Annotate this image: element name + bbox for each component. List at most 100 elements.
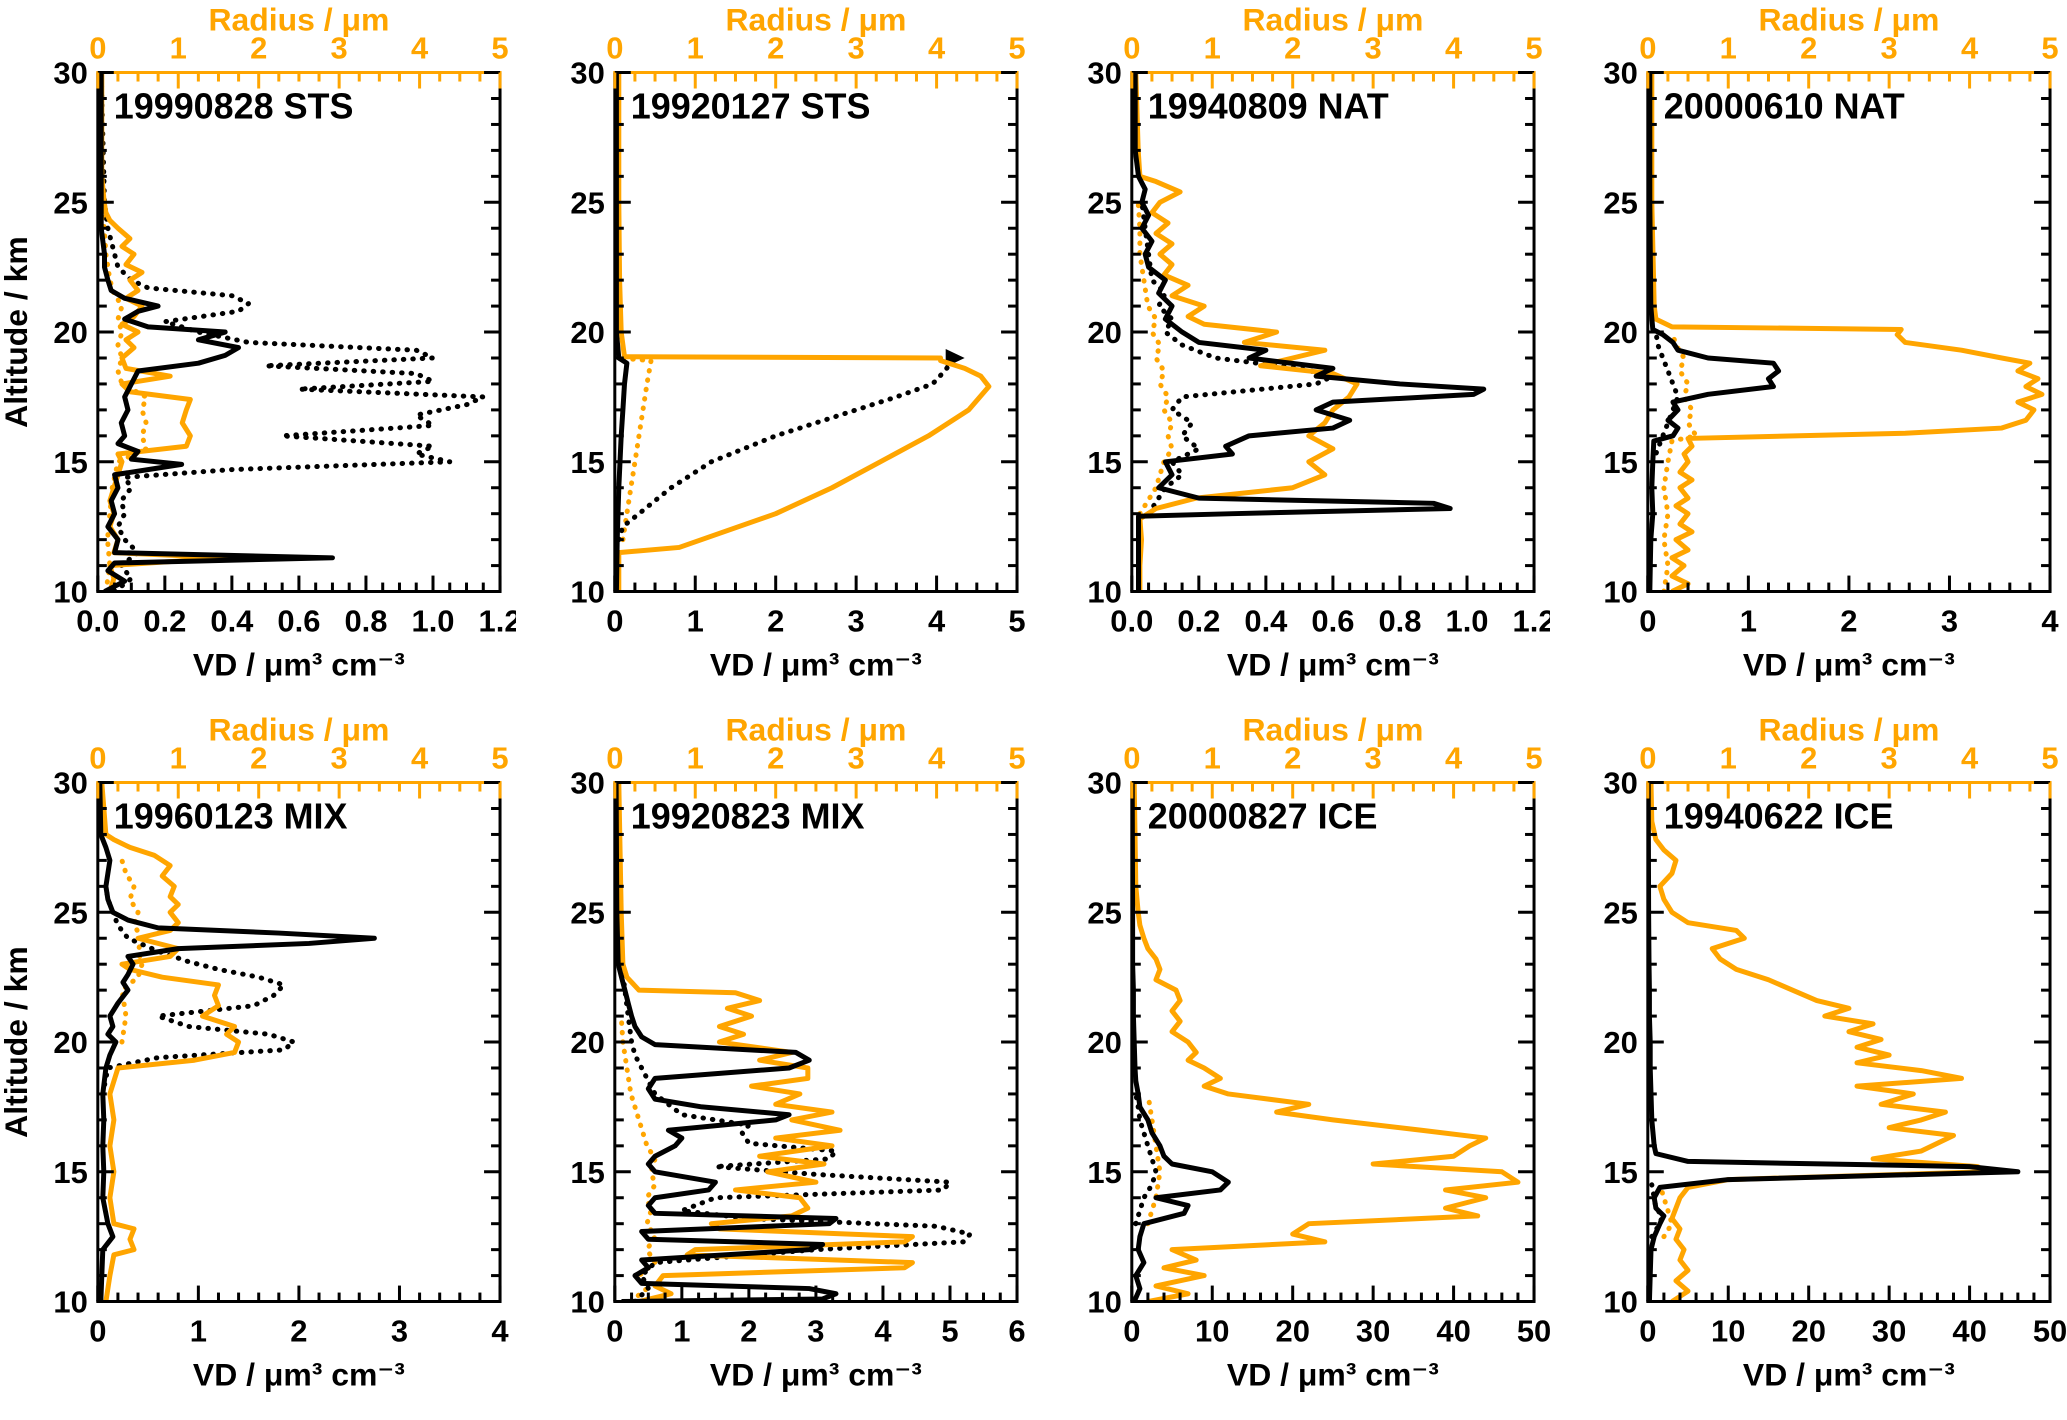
- vd-tick-label: 0.6: [277, 603, 320, 638]
- radius-axis-label: Radius / μm: [1242, 2, 1423, 38]
- vd-tick-label: 0.2: [1177, 603, 1220, 638]
- altitude-tick-label: 20: [570, 1025, 604, 1060]
- altitude-axis-label: Altitude / km: [0, 946, 34, 1138]
- vd-tick-label: 1: [190, 1313, 207, 1348]
- radius-tick-label: 2: [250, 31, 267, 66]
- panel-chart-2: 10 15 20 25 300 1 2 3 4 5 0.0 0.2 0.4 0.6 0.8 1.0 1.2 Rad…: [1087, 2, 1550, 683]
- radius-tick-label: 5: [2042, 741, 2059, 776]
- vd-tick-label: 3: [807, 1313, 824, 1348]
- vd-tick-label: 0.2: [143, 603, 186, 638]
- altitude-tick-label: 10: [53, 575, 87, 610]
- vd-axis-label: VD / μm³ cm⁻³: [1743, 1356, 1955, 1392]
- altitude-axis-label: Altitude / km: [0, 236, 34, 428]
- altitude-tick-label: 20: [53, 315, 87, 350]
- radius-tick-label: 2: [250, 741, 267, 776]
- altitude-tick-label: 30: [570, 766, 604, 801]
- altitude-tick-label: 25: [1087, 185, 1121, 220]
- altitude-tick-label: 30: [570, 56, 604, 91]
- radius-tick-label: 4: [1961, 741, 1979, 776]
- radius-tick-label: 4: [1444, 741, 1462, 776]
- altitude-tick-label: 25: [570, 185, 604, 220]
- panel-3: 10 15 20 25 30 0 1 2 3 4 5 0 1 2 3 4 Radius / μm VD / μm³…: [1550, 0, 2066, 710]
- vd-dotted-line: [1138, 199, 1335, 517]
- panel-title: 19920823 MIX: [631, 795, 865, 836]
- vd-tick-label: 50: [1516, 1313, 1549, 1348]
- vd-tick-label: 5: [941, 1313, 958, 1348]
- altitude-tick-label: 30: [1604, 56, 1638, 91]
- altitude-tick-label: 10: [570, 1285, 604, 1320]
- panel-5: 10 15 20 25 30 0 1 2 3 4 5 0 1 2 3 4 5 6 Radius / μm VD / μ…: [517, 710, 1033, 1420]
- altitude-tick-label: 30: [1604, 766, 1638, 801]
- radius-tick-label: 0: [606, 31, 623, 66]
- vd-tick-label: 30: [1355, 1313, 1389, 1348]
- radius-tick-label: 1: [1720, 31, 1737, 66]
- radius-tick-label: 1: [1720, 741, 1737, 776]
- panel-6: 10 15 20 25 30 0 1 2 3 4 5 0 10 20 30 40 50 Radius / μm VD…: [1034, 710, 1550, 1420]
- radius-axis-label: Radius / μm: [725, 2, 906, 38]
- radius-tick-label: 0: [89, 741, 106, 776]
- radius-tick-label: 0: [606, 741, 623, 776]
- radius-tick-label: 5: [1008, 741, 1025, 776]
- altitude-tick-label: 25: [1604, 895, 1638, 930]
- altitude-tick-label: 20: [1087, 1025, 1121, 1060]
- radius-tick-label: 3: [1364, 31, 1381, 66]
- radius-tick-label: 4: [411, 741, 429, 776]
- radius-tick-label: 0: [1639, 31, 1656, 66]
- radius-tick-label: 4: [411, 31, 429, 66]
- vd-solid-line: [1131, 782, 1231, 1302]
- vd-axis-label: VD / μm³ cm⁻³: [1743, 646, 1955, 682]
- radius-solid-line: [1649, 72, 2045, 592]
- vd-tick-label: 0: [606, 1313, 623, 1348]
- radius-solid-line: [99, 782, 242, 1302]
- vd-tick-label: 0.0: [1110, 603, 1153, 638]
- altitude-tick-label: 25: [570, 895, 604, 930]
- panel-4: 10 15 20 25 30 0 1 2 3 4 5 0 1 2 3 4 Radius / μm VD / μm³…: [0, 710, 516, 1420]
- radius-dotted-line: [119, 857, 145, 1045]
- vd-dotted-line: [98, 72, 486, 592]
- vd-tick-label: 2: [290, 1313, 307, 1348]
- radius-dotted-line: [1135, 199, 1175, 517]
- vd-tick-label: 1: [673, 1313, 690, 1348]
- vd-solid-line: [98, 72, 335, 592]
- radius-tick-label: 0: [1639, 741, 1656, 776]
- radius-tick-label: 2: [1800, 741, 1817, 776]
- vd-tick-label: 5: [1008, 603, 1025, 638]
- radius-tick-label: 5: [491, 31, 508, 66]
- panel-7: 10 15 20 25 30 0 1 2 3 4 5 0 10 20 30 40 50 Radius / μm VD…: [1550, 710, 2067, 1420]
- vd-dotted-line: [100, 883, 297, 1097]
- altitude-tick-label: 10: [53, 1285, 87, 1320]
- vd-tick-label: 1: [1740, 603, 1757, 638]
- radius-tick-label: 1: [170, 741, 187, 776]
- vd-tick-label: 3: [391, 1313, 408, 1348]
- radius-dotted-line: [1661, 329, 1699, 592]
- radius-axis-label: Radius / μm: [208, 712, 389, 748]
- vd-tick-label: 20: [1275, 1313, 1309, 1348]
- radius-tick-label: 5: [2042, 31, 2059, 66]
- altitude-tick-label: 20: [1087, 315, 1121, 350]
- radius-tick-label: 3: [847, 31, 864, 66]
- radius-tick-label: 3: [331, 31, 348, 66]
- vd-tick-label: 30: [1872, 1313, 1906, 1348]
- vd-tick-label: 2: [1841, 603, 1858, 638]
- vd-solid-line: [1648, 72, 1782, 592]
- altitude-tick-label: 10: [1604, 575, 1638, 610]
- vd-tick-label: 10: [1195, 1313, 1229, 1348]
- vd-tick-label: 0.4: [210, 603, 254, 638]
- altitude-tick-label: 30: [53, 766, 87, 801]
- altitude-tick-label: 15: [1087, 1155, 1121, 1190]
- radius-dotted-line: [1144, 1091, 1162, 1227]
- vd-tick-label: 3: [1941, 603, 1958, 638]
- altitude-tick-label: 15: [570, 1155, 604, 1190]
- vd-tick-label: 2: [740, 1313, 757, 1348]
- vd-axis-label: VD / μm³ cm⁻³: [1226, 646, 1438, 682]
- radius-tick-label: 3: [1881, 741, 1898, 776]
- radius-tick-label: 1: [170, 31, 187, 66]
- radius-solid-line: [1648, 782, 1989, 1302]
- radius-tick-label: 0: [1123, 31, 1140, 66]
- radius-axis-label: Radius / μm: [725, 712, 906, 748]
- radius-tick-label: 0: [89, 31, 106, 66]
